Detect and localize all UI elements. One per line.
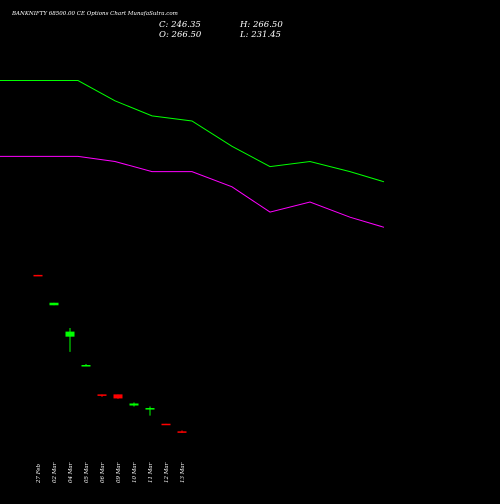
x-tick-label: 09 Mar [116, 462, 122, 483]
candle [161, 423, 171, 426]
chart-title: BANKNIFTY 68500.00 CE Options Chart Muna… [12, 11, 178, 17]
candle [33, 274, 43, 277]
close-readout: C: 246.35 [159, 20, 201, 30]
x-axis-ticks: 27 Feb 02 Mar 04 Mar 05 Mar 06 Mar 09 Mar 10 M… [36, 462, 186, 484]
low-readout: L: 231.45 [240, 30, 281, 40]
candle-body [177, 431, 187, 433]
moving-averages [0, 80, 385, 228]
close-value: 246.35 [171, 20, 201, 30]
moving-average-line-2 [0, 155, 385, 228]
candle [177, 430, 187, 433]
x-tick-label: 04 Mar [68, 462, 74, 483]
x-tick-label: 05 Mar [84, 462, 90, 483]
candle-body [97, 394, 107, 396]
x-tick-label: 02 Mar [52, 462, 58, 483]
candle [65, 328, 75, 352]
open-label: O: [159, 30, 169, 40]
candle [81, 364, 91, 367]
open-value: 266.50 [171, 30, 202, 40]
candle-body [81, 365, 91, 367]
x-tick-label: 27 Feb [36, 463, 42, 484]
close-label: C: [159, 20, 169, 30]
x-tick-label: 11 Mar [148, 462, 154, 483]
low-value: 231.45 [251, 30, 281, 40]
candle-body [161, 423, 171, 426]
candle [145, 406, 155, 416]
low-label: L: [240, 30, 249, 40]
candle [129, 402, 139, 407]
x-tick-label: 13 Mar [180, 462, 186, 483]
candle-body [33, 274, 43, 277]
candle-body [49, 302, 59, 306]
open-readout: O: 266.50 [159, 30, 201, 40]
candle-body [113, 394, 123, 399]
candle [113, 394, 123, 399]
x-tick-label: 10 Mar [132, 462, 138, 483]
moving-average-line-1 [0, 80, 385, 183]
candle-body [145, 408, 155, 410]
high-value: 266.50 [252, 20, 283, 30]
candle [97, 394, 107, 397]
high-label: H: [240, 20, 251, 30]
candle-body [65, 331, 75, 337]
x-tick-label: 12 Mar [164, 462, 170, 483]
candle [49, 302, 59, 306]
candles [33, 274, 187, 433]
candle-body [129, 403, 139, 406]
high-readout: H: 266.50 [240, 20, 283, 30]
x-tick-label: 06 Mar [100, 462, 106, 483]
